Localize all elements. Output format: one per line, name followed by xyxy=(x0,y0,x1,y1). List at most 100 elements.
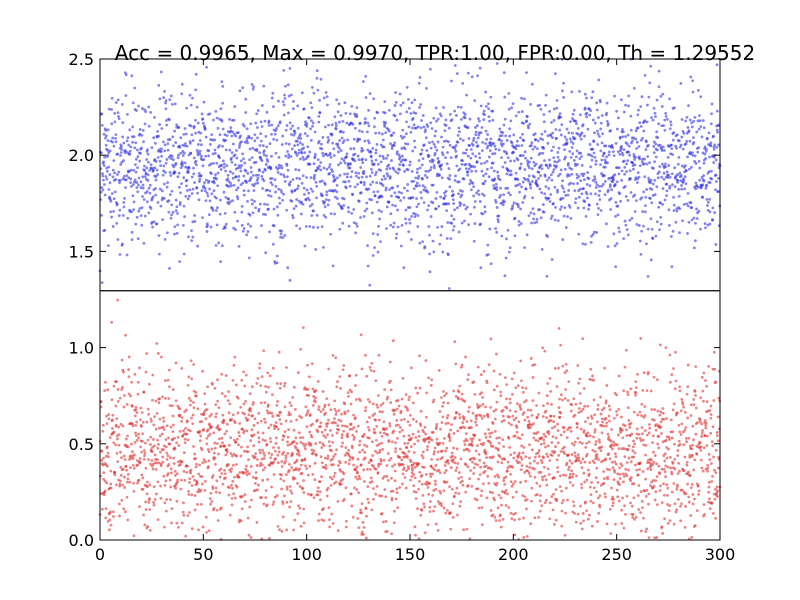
series-1-point xyxy=(356,516,360,520)
series-0-point xyxy=(457,230,461,234)
series-1-point xyxy=(293,477,297,480)
series-0-point xyxy=(332,147,336,151)
series-1-point xyxy=(247,533,251,537)
series-0-point xyxy=(457,126,461,130)
series-1-point xyxy=(360,530,364,534)
series-0-point xyxy=(129,168,133,172)
series-0-point xyxy=(232,183,236,187)
series-0-point xyxy=(281,134,285,138)
series-1-point xyxy=(126,477,130,481)
series-0-point xyxy=(389,142,392,146)
series-0-point xyxy=(418,106,422,109)
series-0-point xyxy=(178,185,181,189)
series-0-point xyxy=(452,224,456,228)
series-0-point xyxy=(134,222,138,226)
series-0-point xyxy=(497,214,501,218)
series-0-point xyxy=(582,206,586,210)
series-0-point xyxy=(159,70,163,74)
series-0-point xyxy=(222,165,226,169)
series-1-point xyxy=(374,467,378,471)
series-0-point xyxy=(364,158,368,162)
series-0-point xyxy=(218,144,221,147)
series-0-point xyxy=(284,154,288,158)
series-1-point xyxy=(429,500,432,503)
series-1-point xyxy=(299,347,303,351)
series-0-point xyxy=(539,216,543,220)
series-1-point xyxy=(147,458,150,461)
series-0-point xyxy=(633,193,637,197)
series-0-point xyxy=(543,192,547,196)
series-1-point xyxy=(432,398,436,402)
series-1-point xyxy=(299,524,303,528)
series-0-point xyxy=(655,130,659,134)
series-1-point xyxy=(501,414,505,418)
series-0-point xyxy=(370,211,374,215)
series-0-point xyxy=(251,87,255,91)
series-0-point xyxy=(504,256,508,260)
series-0-point xyxy=(668,175,672,179)
series-0-point xyxy=(669,235,673,238)
series-1-point xyxy=(242,429,246,433)
series-0-point xyxy=(209,225,213,229)
series-0-point xyxy=(131,183,135,187)
series-1-point xyxy=(492,409,496,413)
series-1-point xyxy=(374,379,378,383)
series-0-point xyxy=(652,151,656,155)
series-0-point xyxy=(672,106,676,110)
series-1-point xyxy=(132,534,136,538)
series-1-point xyxy=(382,420,386,424)
series-0-point xyxy=(175,123,179,127)
series-0-point xyxy=(141,128,145,132)
series-0-point xyxy=(624,135,627,138)
series-1-point xyxy=(257,411,261,415)
series-1-point xyxy=(313,461,317,465)
series-1-point xyxy=(233,355,237,359)
series-1-point xyxy=(410,475,414,478)
series-0-point xyxy=(653,111,657,115)
series-1-point xyxy=(416,507,419,511)
series-1-point xyxy=(233,496,237,500)
series-0-point xyxy=(112,159,116,163)
series-0-point xyxy=(687,104,690,108)
series-1-point xyxy=(475,498,479,502)
series-0-point xyxy=(436,225,439,229)
series-0-point xyxy=(127,143,131,147)
series-0-point xyxy=(360,175,364,179)
series-0-point xyxy=(489,95,493,99)
series-0-point xyxy=(347,210,350,214)
series-0-point xyxy=(483,161,487,165)
series-0-point xyxy=(240,205,244,208)
series-1-point xyxy=(163,379,167,383)
series-0-point xyxy=(248,213,252,217)
series-0-point xyxy=(288,183,291,187)
series-1-point xyxy=(459,500,463,504)
series-0-point xyxy=(473,200,477,203)
series-1-point xyxy=(503,458,507,461)
series-0-point xyxy=(579,137,583,141)
series-1-point xyxy=(123,510,127,514)
series-1-point xyxy=(366,425,370,429)
series-0-point xyxy=(371,147,375,150)
series-0-point xyxy=(148,183,152,187)
series-1-point xyxy=(270,485,273,489)
series-1-point xyxy=(413,442,416,446)
series-0-point xyxy=(197,198,201,202)
series-0-point xyxy=(380,210,383,214)
series-1-point xyxy=(467,449,471,453)
series-0-point xyxy=(567,131,571,135)
series-0-point xyxy=(523,97,526,101)
series-0-point xyxy=(387,108,391,112)
series-0-point xyxy=(672,203,676,207)
series-1-point xyxy=(433,468,436,472)
series-0-point xyxy=(518,190,521,194)
series-1-point xyxy=(176,460,180,464)
series-1-point xyxy=(230,417,234,421)
series-0-point xyxy=(309,187,313,191)
series-0-point xyxy=(507,169,510,173)
series-1-point xyxy=(108,528,111,532)
series-0-point xyxy=(593,155,597,159)
series-0-point xyxy=(695,207,698,211)
series-0-point xyxy=(133,163,137,167)
series-0-point xyxy=(189,152,193,155)
series-0-point xyxy=(714,173,718,177)
